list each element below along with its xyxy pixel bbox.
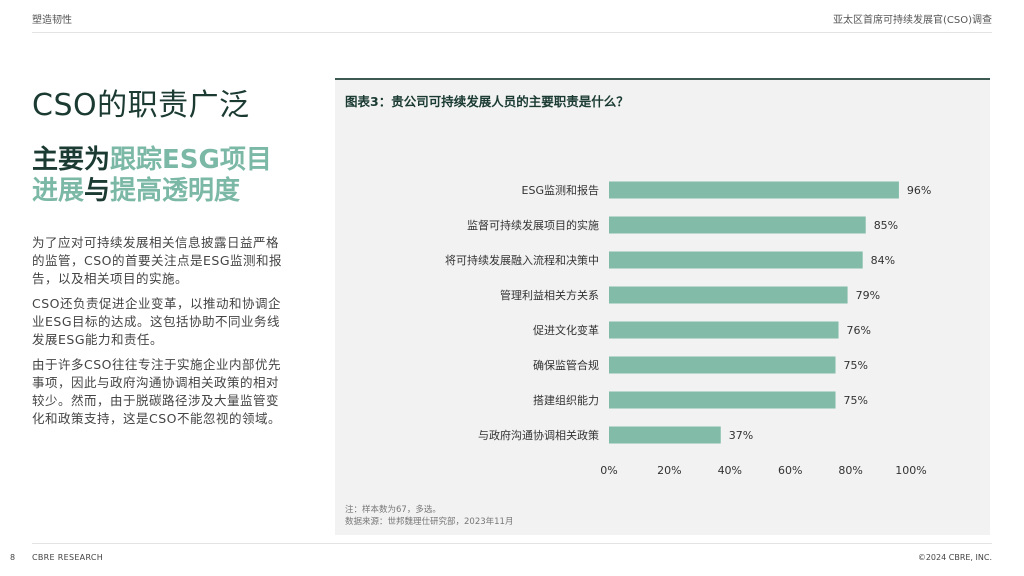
subtitle-part-2: 与 xyxy=(84,176,111,206)
note-sample: 注：样本数为67，多选。 xyxy=(345,505,441,515)
data-label: 85% xyxy=(874,219,898,232)
x-tick-label: 40% xyxy=(718,464,742,477)
x-tick-label: 60% xyxy=(778,464,802,477)
bar xyxy=(609,391,836,409)
data-label: 84% xyxy=(871,254,895,267)
paragraph-1: 为了应对可持续发展相关信息披露日益严格的监管，CSO的首要关注点是ESG监测和报… xyxy=(32,235,283,286)
x-tick-label: 80% xyxy=(838,464,862,477)
chart-title: 图表3：贵公司可持续发展人员的主要职责是什么？ xyxy=(345,94,629,109)
paragraph-3: 由于许多CSO往往专注于实施企业内部优先事项，因此与政府沟通协调相关政策的相对较… xyxy=(32,357,282,426)
page-subtitle: 主要为跟踪ESG项目 进展与提高透明度 xyxy=(32,145,272,207)
x-tick-label: 100% xyxy=(895,464,926,477)
category-label: 将可持续发展融入流程和决策中 xyxy=(445,254,599,267)
x-tick-label: 20% xyxy=(657,464,681,477)
bar-chart: 96% 85% 84% 79% 76% 75% 75% 37% 0% 20% 40% 60% 80% 10… xyxy=(600,181,931,477)
data-label: 76% xyxy=(847,324,871,337)
bar xyxy=(609,426,721,444)
footer-divider xyxy=(32,543,992,544)
brand-label: CBRE RESEARCH xyxy=(32,553,104,562)
data-label: 75% xyxy=(844,359,868,372)
bar xyxy=(609,321,839,339)
bar xyxy=(609,286,848,304)
bar xyxy=(609,356,836,374)
paragraph-2: CSO还负责促进企业变革，以推动和协调企业ESG目标的达成。这包括协助不同业务线… xyxy=(32,296,282,347)
bar xyxy=(609,216,866,234)
category-label: ESG监测和报告 xyxy=(521,184,599,197)
category-label: 确保监管合规 xyxy=(533,359,599,372)
category-label: 监督可持续发展项目的实施 xyxy=(467,219,599,232)
data-label: 75% xyxy=(844,394,868,407)
subtitle-part-1: 主要为 xyxy=(32,145,111,175)
category-labels: ESG监测和报告监督可持续发展项目的实施将可持续发展融入流程和决策中管理利益相关… xyxy=(335,80,931,535)
chart-notes: 注：样本数为67，多选。 数据来源：世邦魏理仕研究部，2023年11月 xyxy=(345,504,513,528)
section-label: 塑造韧性 xyxy=(32,15,72,26)
body-text: 为了应对可持续发展相关信息披露日益严格的监管，CSO的首要关注点是ESG监测和报… xyxy=(32,234,284,435)
chart-panel: 图表3：贵公司可持续发展人员的主要职责是什么？ ESG监测和报告监督可持续发展项… xyxy=(335,78,990,535)
subtitle-highlight-3: 提高透明度 xyxy=(110,176,241,206)
data-label: 79% xyxy=(856,289,880,302)
report-title: 亚太区首席可持续发展官(CSO)调查 xyxy=(832,15,992,26)
category-label: 搭建组织能力 xyxy=(533,394,599,407)
bar xyxy=(609,251,863,269)
page-number: 8 xyxy=(10,553,16,562)
copyright: ©2024 CBRE, INC. xyxy=(917,553,992,562)
subtitle-highlight-2: 进展 xyxy=(32,176,85,206)
category-label: 促进文化变革 xyxy=(533,324,599,337)
header-divider xyxy=(32,32,992,33)
data-label: 37% xyxy=(729,429,753,442)
data-label: 96% xyxy=(907,184,931,197)
category-label: 管理利益相关方关系 xyxy=(500,289,599,302)
category-label: 与政府沟通协调相关政策 xyxy=(478,429,599,442)
subtitle-highlight-1: 跟踪ESG项目 xyxy=(110,145,272,175)
page-title: CSO的职责广泛 xyxy=(32,88,250,123)
x-tick-label: 0% xyxy=(600,464,617,477)
bar xyxy=(609,181,899,199)
note-source: 数据来源：世邦魏理仕研究部，2023年11月 xyxy=(345,517,514,527)
